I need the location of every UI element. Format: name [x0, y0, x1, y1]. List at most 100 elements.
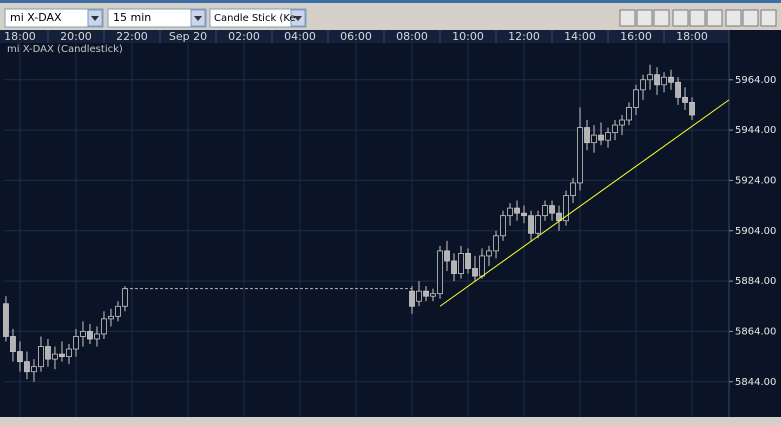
status-bar — [0, 417, 781, 425]
candle-body — [465, 253, 471, 269]
tool-button[interactable] — [636, 9, 653, 27]
candle-body — [409, 290, 415, 307]
candle-body — [87, 331, 93, 340]
candle-body — [108, 315, 114, 320]
tool-button[interactable] — [706, 9, 723, 27]
candle-body — [535, 215, 541, 234]
chart-type-text: Candle Stick (Ke — [214, 13, 296, 24]
y-tick-label: 5844.00 — [735, 377, 776, 388]
candle-body — [619, 119, 625, 126]
tool-button[interactable] — [760, 9, 777, 27]
candle-body — [3, 303, 9, 337]
tool-button[interactable] — [725, 9, 742, 27]
x-tick-label: 04:00 — [284, 30, 316, 43]
candle-body — [500, 215, 506, 237]
x-tick-label: 08:00 — [396, 30, 428, 43]
candle-body — [115, 305, 121, 317]
x-tick-label: 22:00 — [116, 30, 148, 43]
y-tick-label: 5864.00 — [735, 326, 776, 337]
price-axis-band — [729, 30, 781, 425]
candle-body — [528, 215, 534, 234]
arrow-icon — [294, 16, 302, 21]
time-axis-band — [0, 30, 729, 43]
candle-body — [626, 107, 632, 121]
candle-body — [24, 361, 30, 373]
chart-title: mi X-DAX (Candlestick) — [7, 44, 123, 55]
candle-body — [437, 250, 443, 295]
x-tick-label: 06:00 — [340, 30, 372, 43]
symbol-combo[interactable] — [4, 8, 104, 28]
arrow-icon — [91, 16, 99, 21]
candle-body — [647, 74, 653, 81]
x-tick-label: Sep 20 — [169, 30, 207, 43]
candle-body — [444, 250, 450, 262]
candles — [3, 64, 730, 382]
candle-body — [570, 182, 576, 196]
candle-body — [563, 195, 569, 222]
x-tick-label: 18:00 — [676, 30, 708, 43]
candle-body — [689, 102, 695, 116]
candle-body — [38, 346, 44, 368]
candle-body — [507, 207, 513, 217]
tool-button[interactable] — [742, 9, 759, 27]
candle-body — [640, 79, 646, 91]
candle-body — [612, 124, 618, 134]
interval-combo[interactable] — [107, 8, 207, 28]
candle-body — [52, 353, 58, 360]
y-tick-label: 5924.00 — [735, 175, 776, 186]
candle-body — [423, 290, 429, 297]
candle-body — [514, 207, 520, 214]
toolbar-edge — [0, 0, 781, 3]
trendline — [439, 99, 730, 307]
candle-body — [430, 293, 436, 297]
candle-body — [661, 76, 667, 86]
candle-body — [682, 96, 688, 103]
candle-body — [458, 253, 464, 274]
candle-body — [633, 89, 639, 108]
y-tick-label: 5904.00 — [735, 226, 776, 237]
candle-body — [598, 134, 604, 141]
candle-body — [486, 250, 492, 257]
candle-body — [31, 366, 37, 373]
candle-body — [416, 290, 422, 302]
x-tick-label: 02:00 — [228, 30, 260, 43]
tool-buttons — [619, 9, 777, 27]
candle-body — [605, 132, 611, 141]
x-tick-label: 14:00 — [564, 30, 596, 43]
candle-body — [668, 76, 674, 83]
candle-body — [654, 74, 660, 86]
candle-body — [451, 260, 457, 274]
candle-body — [493, 235, 499, 252]
candle-body — [10, 336, 16, 352]
candle-body — [549, 205, 555, 214]
candle-body — [521, 212, 527, 217]
x-tick-label: 16:00 — [620, 30, 652, 43]
candle-body — [66, 348, 72, 357]
tool-button[interactable] — [672, 9, 689, 27]
y-tick-label: 5944.00 — [735, 125, 776, 136]
x-tick-label: 12:00 — [508, 30, 540, 43]
candle-body — [45, 346, 51, 360]
tool-button[interactable] — [689, 9, 706, 27]
candle-body — [80, 331, 86, 337]
candle-body — [94, 333, 100, 340]
x-tick-label: 18:00 — [4, 30, 36, 43]
chart-type-combo[interactable] — [209, 8, 307, 28]
candle-body — [675, 81, 681, 98]
tool-button[interactable] — [619, 9, 636, 27]
candle-body — [472, 268, 478, 277]
symbol-text: mi X-DAX — [10, 11, 62, 24]
candle-body — [479, 255, 485, 277]
y-tick-label: 5964.00 — [735, 75, 776, 86]
tool-button[interactable] — [653, 9, 670, 27]
candle-body — [591, 134, 597, 144]
y-tick-label: 5884.00 — [735, 276, 776, 287]
candle-body — [59, 353, 65, 357]
candle-body — [73, 336, 79, 350]
candle-body — [122, 288, 128, 307]
candle-body — [542, 205, 548, 217]
candle-body — [17, 351, 23, 363]
x-tick-label: 20:00 — [60, 30, 92, 43]
